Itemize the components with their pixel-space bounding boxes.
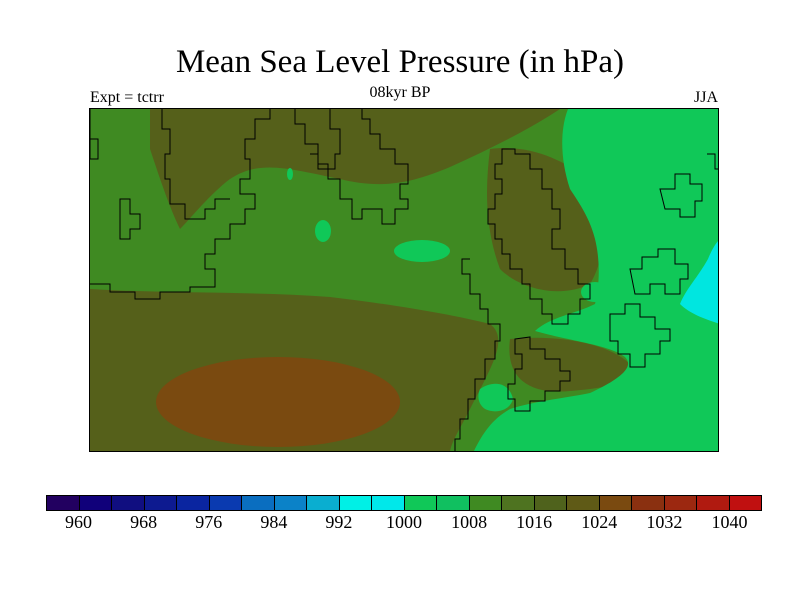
map-low-spot-a xyxy=(394,240,450,262)
colorbar-swatch xyxy=(437,496,470,510)
plot-subtitle: 08kyr BP xyxy=(369,84,431,101)
colorbar xyxy=(46,495,762,511)
colorbar-swatch xyxy=(177,496,210,510)
colorbar-swatch xyxy=(664,496,697,510)
colorbar-swatch xyxy=(144,496,177,510)
colorbar-swatch xyxy=(274,496,307,510)
colorbar-labels: 960 968 976 984 992 1000 1008 1016 1024 1032 1040 xyxy=(0,512,800,536)
colorbar-swatch xyxy=(209,496,242,510)
colorbar-swatch xyxy=(567,496,600,510)
colorbar-tick-label: 984 xyxy=(260,512,288,532)
colorbar-swatch xyxy=(242,496,275,510)
colorbar-swatch xyxy=(339,496,372,510)
plot-title: Mean Sea Level Pressure (in hPa) xyxy=(175,44,625,80)
colorbar-swatch xyxy=(599,496,632,510)
colorbar-swatch xyxy=(632,496,665,510)
colorbar-swatch xyxy=(112,496,145,510)
map-low-south-coast xyxy=(478,383,513,412)
colorbar-swatch xyxy=(47,496,80,510)
map-low-east xyxy=(473,109,718,451)
season-label: JJA xyxy=(693,89,718,106)
colorbar-tick-label: 976 xyxy=(195,512,223,532)
colorbar-tick-label: 1024 xyxy=(581,512,618,532)
colorbar-swatch xyxy=(372,496,405,510)
colorbar-swatch xyxy=(697,496,730,510)
colorbar-swatch xyxy=(729,496,761,510)
colorbar-tick-label: 992 xyxy=(325,512,353,532)
map-low-spot-d xyxy=(581,282,609,302)
colorbar-tick-label: 1016 xyxy=(516,512,553,532)
colorbar-swatch xyxy=(79,496,112,510)
colorbar-swatch xyxy=(404,496,437,510)
pressure-map xyxy=(89,108,719,452)
map-coastlines xyxy=(90,109,718,451)
colorbar-swatch xyxy=(469,496,502,510)
map-lowest-region xyxy=(680,241,718,324)
colorbar-swatch xyxy=(502,496,535,510)
experiment-label: Expt = tctrr xyxy=(90,89,164,106)
colorbar-tick-label: 1040 xyxy=(711,512,748,532)
map-low-spot-b xyxy=(315,220,331,242)
colorbar-swatch xyxy=(534,496,567,510)
colorbar-swatch xyxy=(307,496,340,510)
colorbar-tick-label: 960 xyxy=(65,512,93,532)
map-mid-high-south xyxy=(509,337,632,392)
map-low-spot-c xyxy=(287,168,293,180)
colorbar-tick-label: 1032 xyxy=(646,512,683,532)
colorbar-tick-label: 968 xyxy=(130,512,158,532)
map-high-pressure-cell xyxy=(156,357,400,447)
colorbar-tick-label: 1000 xyxy=(386,512,422,532)
colorbar-tick-label: 1008 xyxy=(451,512,488,532)
